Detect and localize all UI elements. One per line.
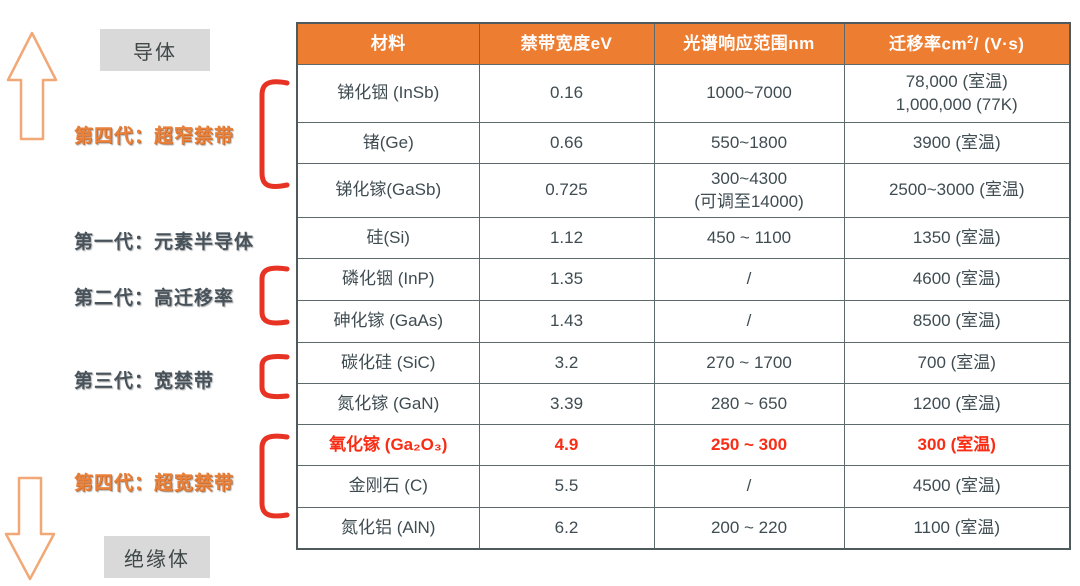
bandgap-cell: 3.39: [478, 383, 655, 425]
group-bracket-rows7-8: [259, 354, 290, 400]
mobility-cell: 3900 (室温): [843, 122, 1071, 164]
bandgap-cell: 0.16: [478, 64, 655, 123]
group-bracket-rows9-11: [259, 433, 290, 519]
material-cell: 磷化铟 (InP): [296, 258, 480, 301]
table-row-highlighted-ga2o3: 氧化镓 (Ga₂O₃) 4.9 250 ~ 300 300 (室温): [296, 424, 1071, 466]
material-cell: 锑化镓(GaSb): [296, 163, 480, 218]
header-mobility-post: / (V·s): [973, 34, 1025, 54]
table-row: 硅(Si) 1.12 450 ~ 1100 1350 (室温): [296, 217, 1071, 259]
mobility-cell: 4500 (室温): [843, 465, 1071, 508]
material-cell: 硅(Si): [296, 217, 480, 259]
bandgap-cell: 1.12: [478, 217, 655, 259]
spectral-cell: 280 ~ 650: [653, 383, 845, 425]
mobility-cell: 1200 (室温): [843, 383, 1071, 425]
mobility-cell: 4600 (室温): [843, 258, 1071, 301]
header-mobility: 迁移率cm2/ (V·s): [843, 22, 1071, 65]
bandgap-cell: 4.9: [478, 424, 655, 466]
table-row: 磷化铟 (InP) 1.35 / 4600 (室温): [296, 258, 1071, 301]
table-row: 金刚石 (C) 5.5 / 4500 (室温): [296, 465, 1071, 508]
spectral-cell: 250 ~ 300: [653, 424, 845, 466]
header-spectral-range: 光谱响应范围nm: [653, 22, 845, 65]
table-row: 碳化硅 (SiC) 3.2 270 ~ 1700 700 (室温): [296, 342, 1071, 384]
material-cell: 氧化镓 (Ga₂O₃): [296, 424, 480, 466]
up-block-arrow-icon: [6, 31, 58, 141]
header-mobility-pre: 迁移率cm: [889, 34, 968, 54]
table-row: 氮化铝 (AlN) 6.2 200 ~ 220 1100 (室温): [296, 507, 1071, 550]
table-row: 氮化镓 (GaN) 3.39 280 ~ 650 1200 (室温): [296, 383, 1071, 425]
spectral-cell: /: [653, 465, 845, 508]
insulator-box: 绝缘体: [104, 536, 210, 578]
mobility-cell: 8500 (室温): [843, 300, 1071, 343]
conductor-box: 导体: [100, 29, 210, 71]
material-cell: 氮化铝 (AlN): [296, 507, 480, 550]
down-block-arrow-icon: [4, 476, 56, 581]
bandgap-cell: 0.66: [478, 122, 655, 164]
mobility-cell: 300 (室温): [843, 424, 1071, 466]
header-bandgap: 禁带宽度eV: [478, 22, 655, 65]
mobility-cell: 78,000 (室温) 1,000,000 (77K): [843, 64, 1071, 123]
table-row: 砷化镓 (GaAs) 1.43 / 8500 (室温): [296, 300, 1071, 343]
bandgap-cell: 1.35: [478, 258, 655, 301]
spectral-cell: 1000~7000: [653, 64, 845, 123]
material-cell: 碳化硅 (SiC): [296, 342, 480, 384]
bandgap-cell: 1.43: [478, 300, 655, 343]
spectral-cell: /: [653, 258, 845, 301]
table-header-row: 材料 禁带宽度eV 光谱响应范围nm 迁移率cm2/ (V·s): [296, 22, 1071, 65]
material-cell: 砷化镓 (GaAs): [296, 300, 480, 343]
material-cell: 氮化镓 (GaN): [296, 383, 480, 425]
gen-label-1st: 第一代：元素半导体: [74, 232, 255, 253]
group-bracket-rows1-3: [259, 79, 290, 189]
spectral-cell: /: [653, 300, 845, 343]
spectral-cell: 550~1800: [653, 122, 845, 164]
table-row: 锑化铟 (InSb) 0.16 1000~7000 78,000 (室温) 1,…: [296, 64, 1071, 123]
material-cell: 锗(Ge): [296, 122, 480, 164]
mobility-cell: 700 (室温): [843, 342, 1071, 384]
mobility-cell: 1350 (室温): [843, 217, 1071, 259]
table-row: 锗(Ge) 0.66 550~1800 3900 (室温): [296, 122, 1071, 164]
spectral-cell: 270 ~ 1700: [653, 342, 845, 384]
spectral-cell: 200 ~ 220: [653, 507, 845, 550]
bandgap-cell: 3.2: [478, 342, 655, 384]
group-bracket-rows5-6: [259, 265, 290, 326]
table-row: 锑化镓(GaSb) 0.725 300~4300 (可调至14000) 2500…: [296, 163, 1071, 218]
spectral-cell: 450 ~ 1100: [653, 217, 845, 259]
material-cell: 金刚石 (C): [296, 465, 480, 508]
spectral-cell: 300~4300 (可调至14000): [653, 163, 845, 218]
material-cell: 锑化铟 (InSb): [296, 64, 480, 123]
mobility-cell: 1100 (室温): [843, 507, 1071, 550]
bandgap-cell: 5.5: [478, 465, 655, 508]
gen-label-4th-narrow: 第四代：超窄禁带: [74, 126, 235, 147]
gen-label-4th-wide: 第四代：超宽禁带: [74, 473, 235, 494]
materials-table: 材料 禁带宽度eV 光谱响应范围nm 迁移率cm2/ (V·s) 锑化铟 (In…: [296, 22, 1071, 550]
mobility-cell: 2500~3000 (室温): [843, 163, 1071, 218]
header-mobility-sup: 2: [967, 33, 974, 46]
gen-label-3rd: 第三代：宽禁带: [74, 371, 215, 392]
header-material: 材料: [296, 22, 480, 65]
bandgap-cell: 6.2: [478, 507, 655, 550]
gen-label-2nd: 第二代：高迁移率: [74, 288, 235, 309]
bandgap-cell: 0.725: [478, 163, 655, 218]
